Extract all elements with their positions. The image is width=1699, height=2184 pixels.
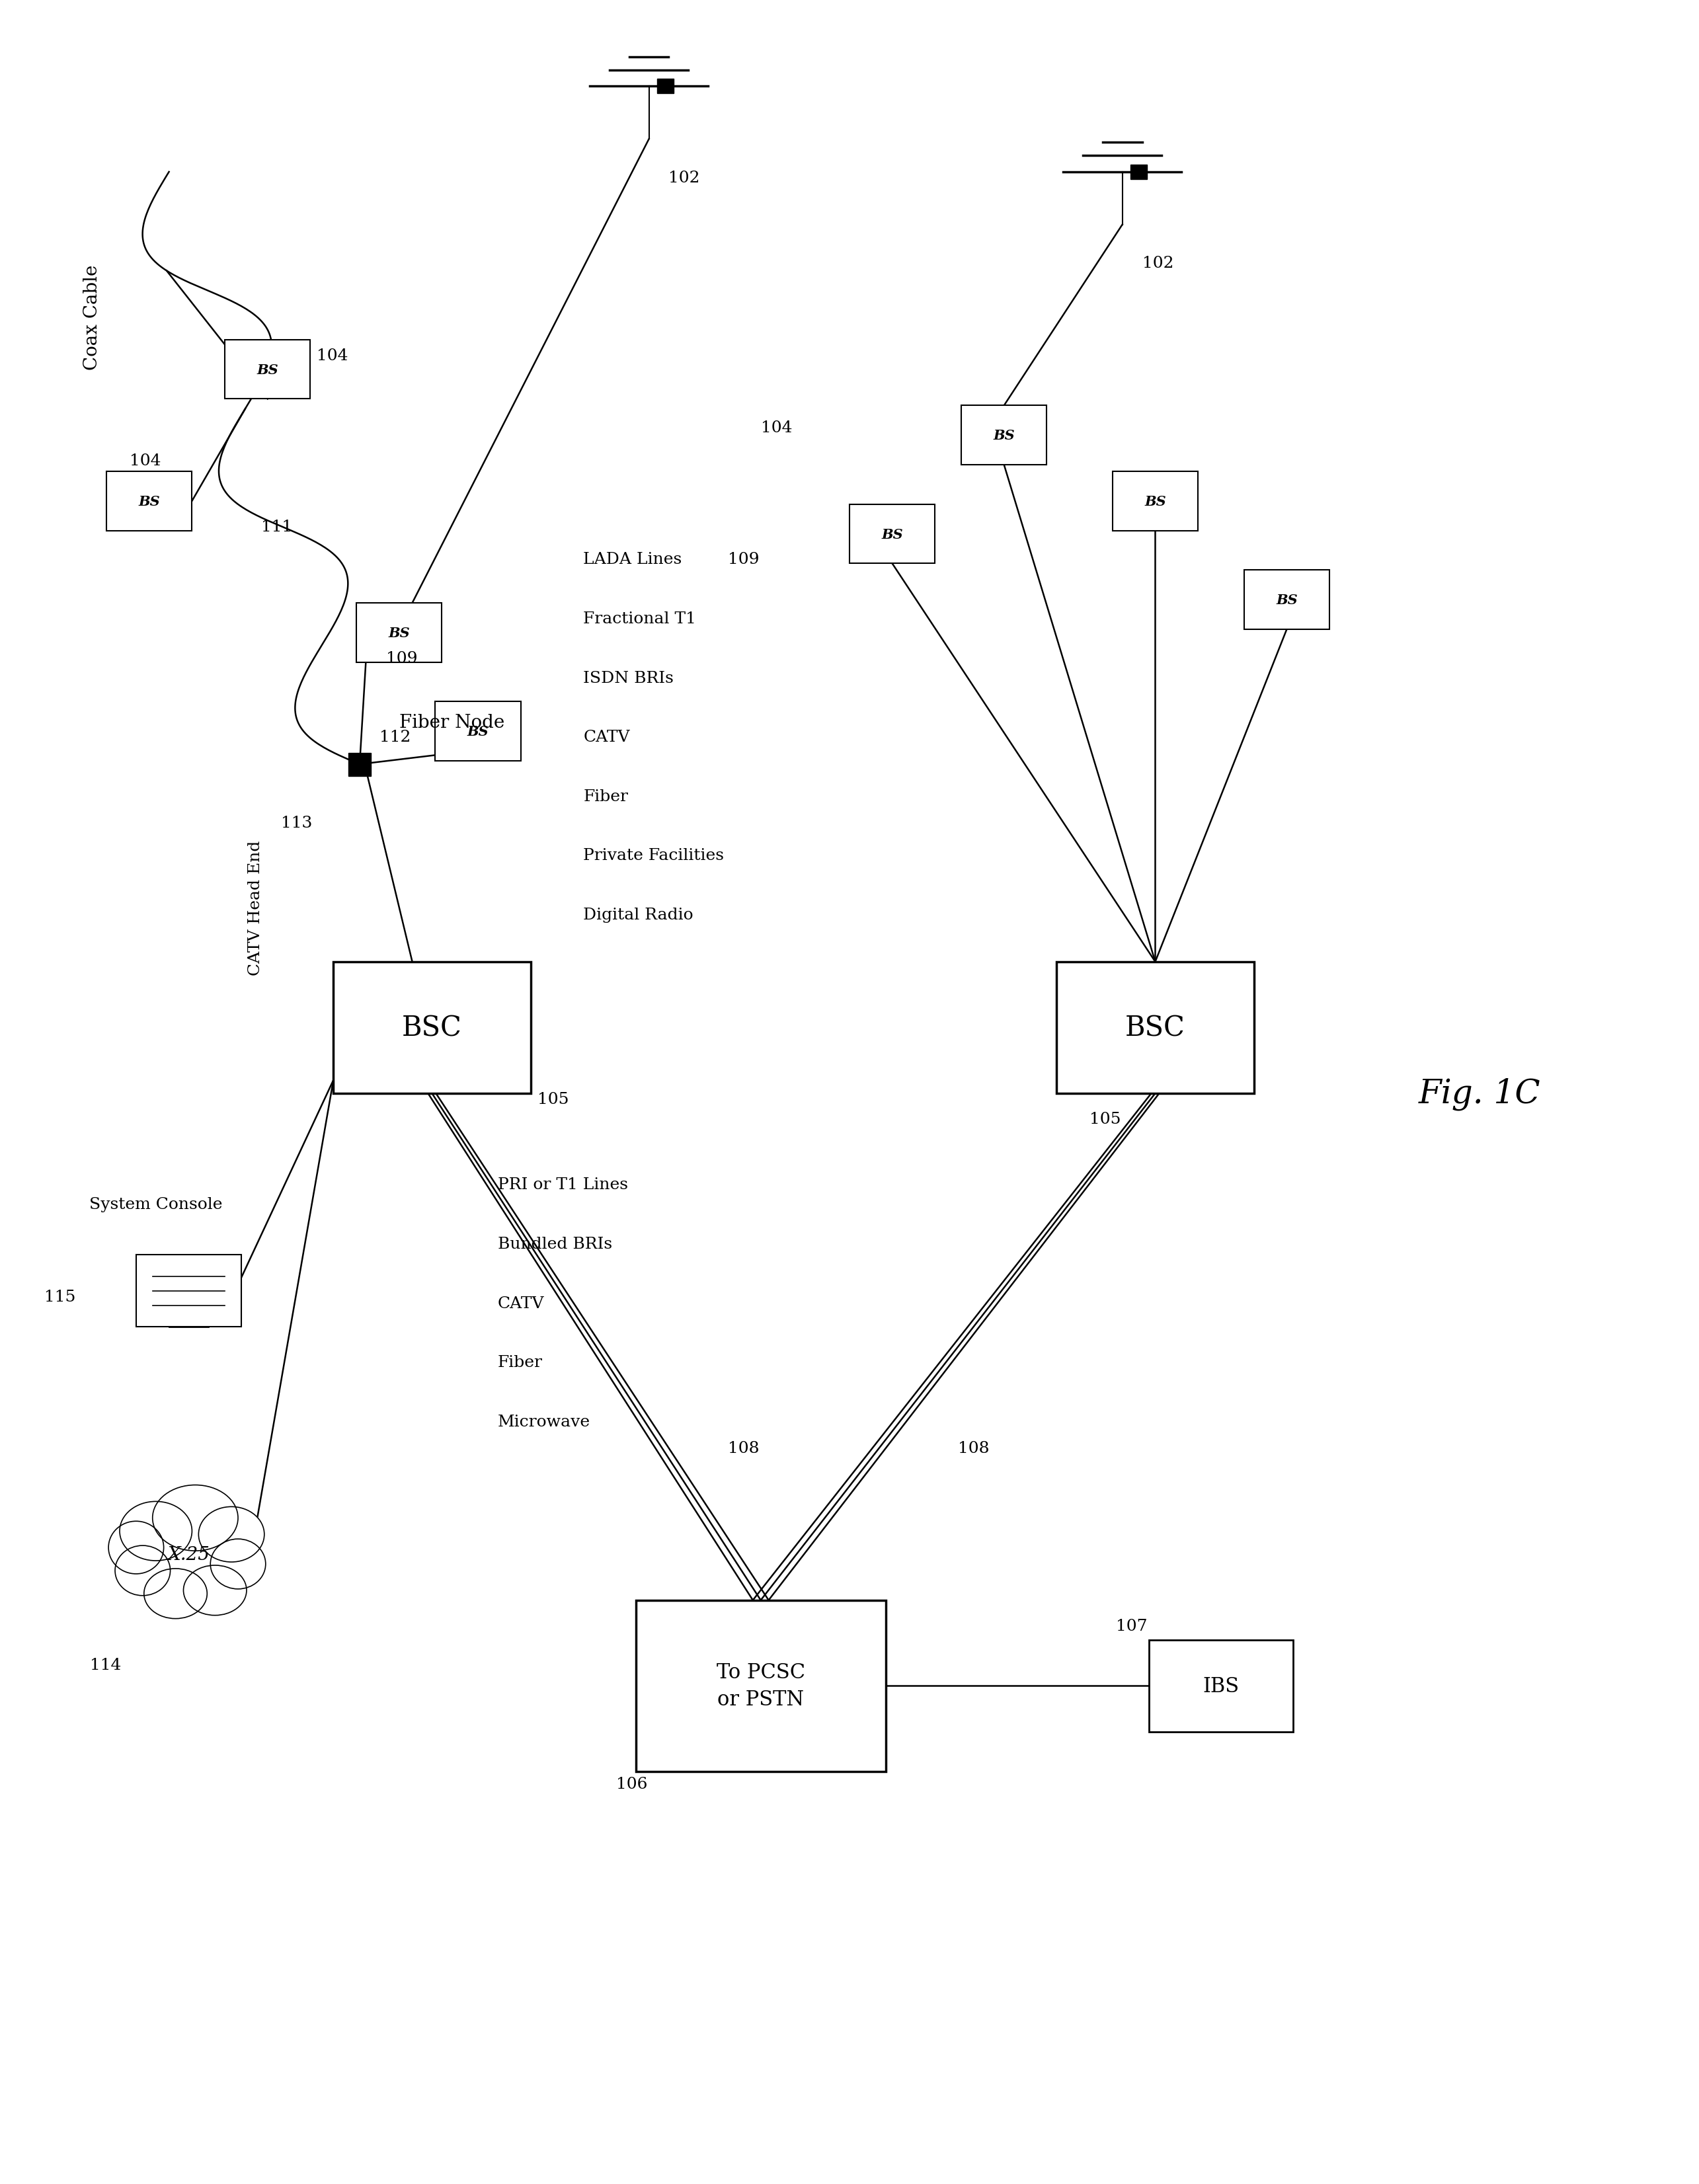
Text: CATV Head End: CATV Head End	[248, 841, 263, 976]
Text: BS: BS	[467, 725, 489, 738]
Bar	[1057, 961, 1254, 1094]
Ellipse shape	[116, 1546, 170, 1597]
Ellipse shape	[144, 1568, 207, 1618]
Bar	[136, 1256, 241, 1328]
Text: 104: 104	[761, 419, 792, 435]
Text: BS: BS	[257, 363, 279, 376]
Text: 106: 106	[617, 1776, 647, 1791]
Text: 114: 114	[90, 1658, 121, 1673]
Bar	[107, 472, 192, 531]
Text: 104: 104	[129, 454, 161, 470]
Text: BS: BS	[138, 496, 160, 509]
Ellipse shape	[153, 1485, 238, 1551]
Ellipse shape	[183, 1566, 246, 1616]
Text: To PCSC
or PSTN: To PCSC or PSTN	[717, 1662, 805, 1710]
Bar	[224, 341, 311, 400]
Text: 109: 109	[727, 553, 759, 568]
Text: 109: 109	[386, 651, 418, 666]
Text: BSC: BSC	[403, 1013, 462, 1042]
Text: 112: 112	[379, 729, 411, 745]
Text: BS: BS	[882, 529, 904, 542]
Text: BS: BS	[389, 627, 409, 640]
Text: Fiber: Fiber	[583, 788, 629, 804]
Text: Private Facilities: Private Facilities	[583, 847, 724, 863]
Ellipse shape	[119, 1503, 192, 1562]
Text: Fractional T1: Fractional T1	[583, 612, 697, 627]
Text: Fiber: Fiber	[498, 1354, 542, 1369]
Bar	[850, 505, 934, 563]
Text: Digital Radio: Digital Radio	[583, 906, 693, 922]
Text: 102: 102	[1142, 256, 1174, 271]
Ellipse shape	[211, 1540, 265, 1590]
Text: Fig. 1C: Fig. 1C	[1419, 1077, 1541, 1109]
Bar	[1113, 472, 1198, 531]
Text: LADA Lines: LADA Lines	[583, 553, 681, 568]
Bar	[348, 753, 370, 775]
Text: BS: BS	[994, 428, 1014, 441]
Text: CATV: CATV	[498, 1295, 544, 1310]
Text: PRI or T1 Lines: PRI or T1 Lines	[498, 1177, 629, 1192]
Text: 108: 108	[727, 1441, 759, 1455]
Text: ISDN BRIs: ISDN BRIs	[583, 670, 675, 686]
Text: 102: 102	[669, 170, 700, 186]
Text: 115: 115	[44, 1289, 75, 1304]
Text: X.25: X.25	[168, 1546, 209, 1564]
Text: 108: 108	[958, 1441, 989, 1455]
Text: 105: 105	[537, 1092, 569, 1107]
Text: BS: BS	[1145, 496, 1166, 509]
Bar	[435, 701, 520, 762]
Text: Bundled BRIs: Bundled BRIs	[498, 1236, 612, 1251]
Text: BSC: BSC	[1125, 1013, 1186, 1042]
Bar	[658, 79, 673, 94]
Ellipse shape	[109, 1522, 163, 1575]
Ellipse shape	[199, 1507, 265, 1562]
Text: IBS: IBS	[1203, 1675, 1239, 1697]
Text: 111: 111	[262, 520, 292, 535]
Bar	[635, 1601, 885, 1771]
Text: System Console: System Console	[90, 1197, 223, 1212]
Bar	[357, 603, 442, 662]
Bar	[1149, 1640, 1293, 1732]
Text: CATV: CATV	[583, 729, 630, 745]
Text: 107: 107	[1116, 1618, 1147, 1634]
Bar	[1244, 570, 1330, 629]
Text: 104: 104	[318, 347, 348, 363]
Text: 113: 113	[280, 815, 313, 830]
Bar	[962, 406, 1047, 465]
Text: BS: BS	[1276, 594, 1298, 607]
Bar	[1130, 166, 1147, 179]
Text: Microwave: Microwave	[498, 1413, 590, 1428]
Text: Fiber Node: Fiber Node	[399, 714, 505, 732]
Bar	[333, 961, 530, 1094]
Text: Coax Cable: Coax Cable	[83, 264, 102, 369]
Text: 105: 105	[1089, 1112, 1121, 1127]
